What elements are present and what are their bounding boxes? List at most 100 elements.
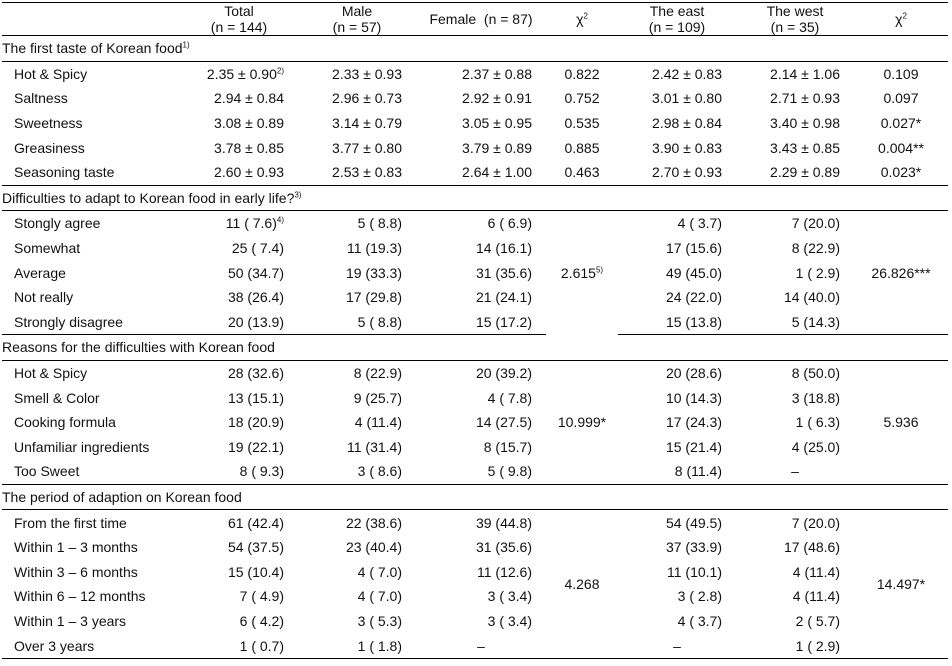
cell-east: – [618, 633, 736, 659]
section-taste: The first taste of Korean food1) Hot & S… [2, 35, 948, 186]
cell-chi-1: 0.463 [546, 159, 618, 186]
cell-east: 49 (45.0) [665, 264, 722, 281]
header-chi-1: χ2 [546, 2, 618, 36]
cell-chi-2: 0.023* [854, 159, 948, 186]
cell-female: 3 ( 3.4) [487, 612, 532, 629]
table-row: Somewhat 25 ( 7.4) 11 (19.3) 14 (16.1) 1… [2, 236, 948, 261]
cell-east: 17 (24.3) [665, 414, 722, 431]
cell-west: 4 (11.4) [792, 563, 840, 580]
table-row: Sweetness 3.08 ± 0.89 3.14 ± 0.79 3.05 ±… [2, 111, 948, 136]
cell-west: 2 ( 5.7) [795, 612, 840, 629]
cell-male: 4 ( 7.0) [357, 563, 402, 580]
table-row: From the first time 61 (42.4) 22 (38.6) … [2, 509, 948, 659]
cell-total: 20 (13.9) [180, 309, 298, 336]
cell-total: 18 (20.9) [227, 414, 284, 431]
table-row: Hot & Spicy 28 (32.6) 8 (22.9) 20 (39.2)… [2, 360, 948, 485]
header-east: The east (n = 109) [618, 2, 736, 36]
cell-total: 13 (15.1) [227, 389, 284, 406]
table-row: Over 3 years 1 ( 0.7) 1 ( 1.8) – – 1 ( 2… [2, 633, 948, 659]
cell-male: 11 (19.3) [347, 240, 402, 257]
cell-total: 61 (42.4) [227, 514, 284, 531]
row-label: Smell & Color [14, 389, 100, 406]
row-label: Hot & Spicy [14, 65, 88, 82]
section-title: Difficulties to adapt to Korean food in … [2, 185, 948, 212]
header-west-label: The west [766, 3, 824, 19]
cell-east: 37 (33.9) [665, 539, 722, 556]
cell-west: 4 (11.4) [792, 588, 840, 605]
cell-chi-1-merged: 2.6155) [560, 264, 604, 281]
cell-total: 15 (10.4) [227, 563, 284, 580]
row-label: Stongly agree [14, 215, 101, 232]
cell-east: 3 ( 2.8) [677, 588, 722, 605]
cell-east: 2.98 ± 0.84 [652, 115, 722, 132]
cell-east: 11 (10.1) [667, 563, 722, 580]
cell-total: 38 (26.4) [227, 289, 284, 306]
row-label: From the first time [14, 514, 127, 531]
row-label: Greasiness [14, 139, 85, 156]
cell-west: 8 (50.0) [791, 365, 840, 382]
cell-total: 2.60 ± 0.93 [180, 159, 298, 186]
cell-female: 39 (44.8) [475, 514, 532, 531]
cell-male: 1 ( 1.8) [298, 633, 416, 659]
row-label: Cooking formula [14, 414, 116, 431]
section-title-row: Difficulties to adapt to Korean food in … [2, 185, 948, 212]
row-label: Too Sweet [2, 459, 180, 485]
row-label: Seasoning taste [2, 159, 180, 186]
cell-male: 5 ( 8.8) [298, 309, 416, 336]
cell-total: 50 (34.7) [227, 264, 284, 281]
cell-west: 7 (20.0) [791, 514, 840, 531]
row-label: Strongly disagree [2, 309, 180, 336]
cell-total: 54 (37.5) [227, 539, 284, 556]
cell-male: 5 ( 8.8) [357, 215, 402, 232]
cell-east: 4 ( 3.7) [677, 612, 722, 629]
cell-female: 20 (39.2) [475, 365, 532, 382]
cell-male: 19 (33.3) [345, 264, 402, 281]
cell-west: 2.14 ± 1.06 [770, 65, 840, 82]
cell-male: 8 (22.9) [353, 365, 402, 382]
cell-east: 8 (11.4) [618, 459, 736, 485]
section-period: The period of adaption on Korean food Fr… [2, 484, 948, 659]
cell-total: 6 ( 4.2) [239, 612, 284, 629]
table-row: Average 50 (34.7) 19 (33.3) 31 (35.6) 49… [2, 260, 948, 285]
chi-symbol: χ [895, 11, 903, 27]
cell-east: 20 (28.6) [665, 365, 722, 382]
header-east-label: The east [649, 3, 705, 19]
table-row: Seasoning taste 2.60 ± 0.93 2.53 ± 0.83 … [2, 159, 948, 186]
table-row: Unfamiliar ingredients 19 (22.1) 11 (31.… [2, 435, 948, 460]
cell-chi-2-merged: 26.826*** [854, 210, 948, 336]
cell-west: 2.71 ± 0.93 [770, 90, 840, 107]
cell-west: 1 ( 2.9) [736, 633, 854, 659]
table-row: Saltness 2.94 ± 0.84 2.96 ± 0.73 2.92 ± … [2, 86, 948, 111]
cell-west: 14 (40.0) [783, 289, 840, 306]
table-row: Within 1 – 3 years 6 ( 4.2) 3 ( 5.3) 3 (… [2, 609, 948, 634]
cell-female: 2.64 ± 1.00 [416, 159, 546, 186]
cell-male: 2.96 ± 0.73 [332, 90, 402, 107]
section-title-row: Reasons for the difficulties with Korean… [2, 334, 948, 361]
cell-female: 14 (16.1) [475, 240, 532, 257]
row-label: Within 6 – 12 months [14, 588, 146, 605]
cell-female: 15 (17.2) [416, 309, 546, 336]
cell-total: 28 (32.6) [227, 365, 284, 382]
row-label: Saltness [14, 90, 68, 107]
header-chi-2: χ2 [854, 2, 948, 36]
cell-west: 1 ( 6.3) [795, 414, 840, 431]
cell-total: 11 ( 7.6)4) [225, 215, 284, 232]
table-row: Stongly agree 11 ( 7.6)4) 5 ( 8.8) 6 ( 6… [2, 210, 948, 336]
cell-west: 3.40 ± 0.98 [770, 115, 840, 132]
row-label: Within 3 – 6 months [14, 563, 138, 580]
chi-superscript: 2 [902, 11, 907, 21]
cell-total: 1 ( 0.7) [180, 633, 298, 659]
header-male-label: Male [341, 3, 373, 19]
cell-male: 22 (38.6) [345, 514, 402, 531]
cell-male: 4 ( 7.0) [357, 588, 402, 605]
cell-chi-2: 0.004** [878, 139, 924, 156]
cell-total: 19 (22.1) [227, 438, 284, 455]
row-label: Within 1 – 3 months [14, 539, 138, 556]
cell-male: 3.14 ± 0.79 [332, 115, 402, 132]
chi-symbol: χ [576, 11, 584, 27]
cell-chi-2-merged: 14.497* [854, 509, 948, 659]
cell-female: 2.92 ± 0.91 [462, 90, 532, 107]
cell-east: 10 (14.3) [665, 389, 722, 406]
cell-chi-1-merged: 4.268 [546, 509, 618, 659]
